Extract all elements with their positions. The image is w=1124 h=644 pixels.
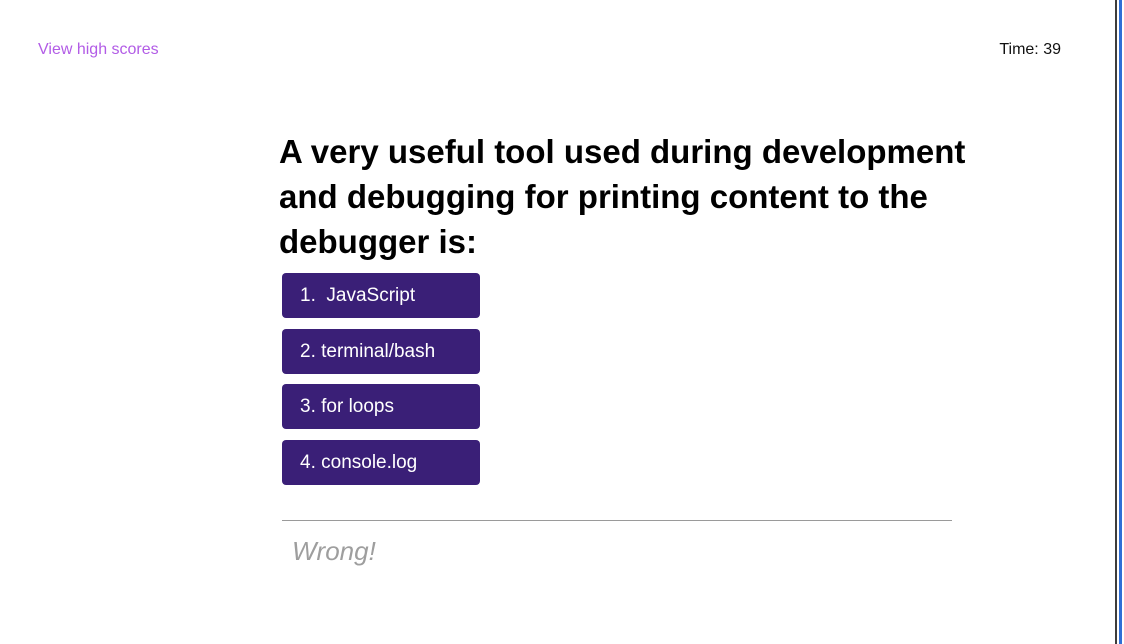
answer-button-2[interactable]: 2. terminal/bash: [282, 328, 480, 374]
answer-button-3[interactable]: 3. for loops: [282, 384, 480, 429]
window-border: [1115, 0, 1124, 644]
view-high-scores-link[interactable]: View high scores: [38, 41, 159, 58]
answer-choices-list: 1. JavaScript 2. terminal/bash 3. for lo…: [282, 273, 480, 495]
feedback-divider: [282, 520, 952, 521]
answer-button-1[interactable]: 1. JavaScript: [282, 273, 480, 318]
choice-item-4: 4. console.log: [282, 439, 480, 485]
choice-item-2: 2. terminal/bash: [282, 328, 480, 374]
choice-item-3: 3. for loops: [282, 384, 480, 429]
choice-item-1: 1. JavaScript: [282, 273, 480, 318]
timer-display: Time: 39: [999, 41, 1061, 58]
answer-button-4[interactable]: 4. console.log: [282, 439, 480, 485]
question-text: A very useful tool used during developme…: [279, 133, 966, 260]
answer-feedback: Wrong!: [292, 536, 376, 566]
